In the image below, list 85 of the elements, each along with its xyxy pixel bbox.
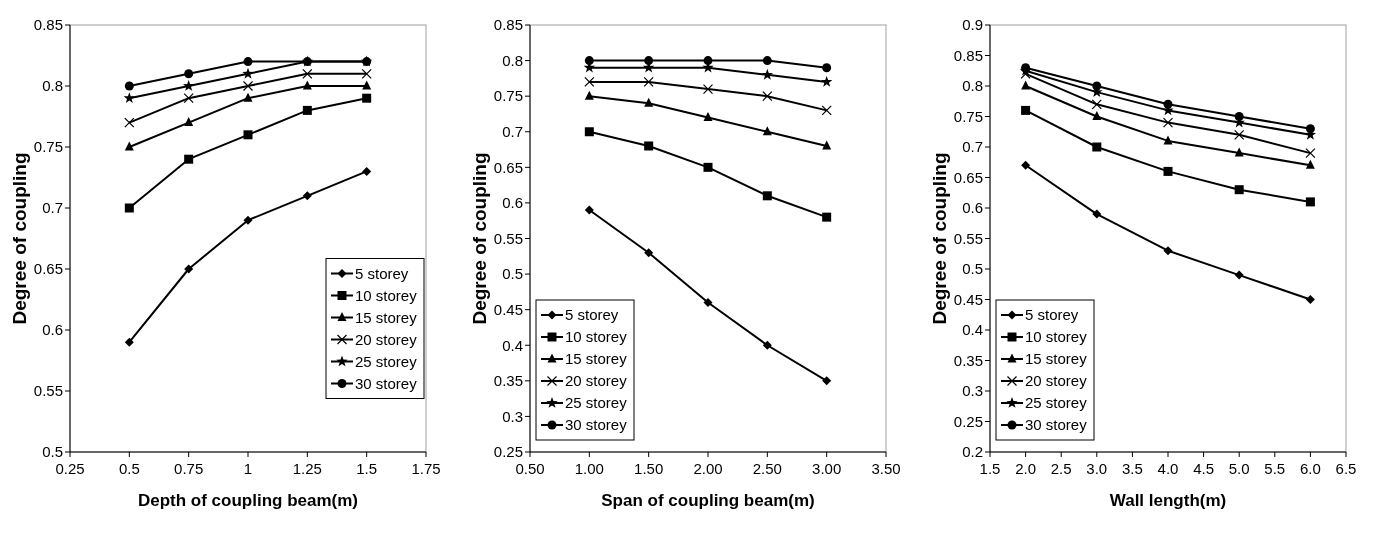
y-tick-label: 0.8 [962,77,983,95]
x-tick-label: 1 [243,460,253,477]
x-tick-label: 1.00 [574,460,604,477]
legend-label: 20 storey [1025,372,1088,390]
x-tick-label: 3.00 [812,460,842,477]
y-tick-label: 0.75 [953,107,983,125]
x-tick-label: 0.50 [515,460,545,477]
y-tick-label: 0.8 [502,51,523,69]
x-tick-label: 0.75 [174,460,204,477]
legend-label: 25 storey [565,394,628,412]
x-tick-label: 4.0 [1157,460,1179,477]
y-tick-label: 0.5 [42,443,63,461]
x-tick-label: 0.5 [118,460,140,477]
x-tick-label: 3.50 [871,460,901,477]
legend-label: 30 storey [1025,416,1088,434]
y-tick-label: 0.65 [33,260,63,278]
y-tick-label: 0.6 [962,199,983,217]
y-tick-label: 0.8 [42,77,63,95]
legend-label: 15 storey [1025,350,1088,368]
y-tick-label: 0.85 [493,16,523,34]
x-tick-label: 2.0 [1015,460,1037,477]
y-tick-label: 0.7 [962,138,983,156]
x-tick-label: 1.25 [292,460,322,477]
x-tick-label: 6.0 [1299,460,1321,477]
y-tick-label: 0.45 [953,290,983,308]
y-tick-label: 0.55 [33,382,63,400]
y-tick-label: 0.45 [493,300,523,318]
y-tick-label: 0.35 [953,351,983,369]
x-tick-label: 5.5 [1264,460,1286,477]
y-tick-label: 0.65 [493,158,523,176]
y-tick-label: 0.3 [502,407,523,425]
x-tick-label: 1.5 [979,460,1001,477]
legend-label: 25 storey [1025,394,1088,412]
y-tick-label: 0.35 [493,372,523,390]
y-axis-title: Degree of coupling [9,152,30,325]
y-tick-label: 0.4 [502,336,523,354]
legend-label: 10 storey [1025,328,1088,346]
y-tick-label: 0.55 [953,229,983,247]
x-tick-label: 1.75 [411,460,441,477]
x-tick-label: 1.50 [634,460,664,477]
y-axis-title: Degree of coupling [929,152,950,325]
legend-label: 15 storey [355,308,418,326]
legend-label: 25 storey [355,352,418,370]
y-tick-label: 0.6 [502,194,523,212]
legend-label: 10 storey [565,328,628,346]
y-tick-label: 0.85 [33,16,63,34]
x-tick-label: 6.5 [1335,460,1357,477]
legend-label: 10 storey [355,286,418,304]
y-tick-label: 0.3 [962,382,983,400]
x-tick-label: 3.5 [1121,460,1143,477]
y-tick-label: 0.7 [42,199,63,217]
x-tick-label: 4.5 [1193,460,1215,477]
y-tick-label: 0.6 [42,321,63,339]
y-tick-label: 0.5 [962,260,983,278]
y-tick-label: 0.2 [962,443,983,461]
x-axis-title: Depth of coupling beam(m) [137,491,359,510]
y-tick-label: 0.25 [953,412,983,430]
legend-label: 5 storey [355,264,409,282]
x-tick-label: 0.25 [55,460,85,477]
x-axis-title: Span of coupling beam(m) [601,491,815,510]
y-tick-label: 0.75 [493,87,523,105]
y-tick-label: 0.9 [962,16,983,34]
y-tick-label: 0.55 [493,229,523,247]
x-axis-title: Wall length(m) [1109,491,1227,510]
y-tick-label: 0.75 [33,138,63,156]
legend-label: 30 storey [355,374,418,392]
y-tick-label: 0.65 [953,168,983,186]
x-tick-label: 2.00 [693,460,723,477]
legend-label: 20 storey [355,330,418,348]
legend-label: 30 storey [565,416,628,434]
y-tick-label: 0.4 [962,321,983,339]
x-tick-label: 3.0 [1086,460,1108,477]
y-tick-label: 0.5 [502,265,523,283]
x-tick-label: 2.5 [1050,460,1072,477]
legend-label: 5 storey [1025,306,1079,324]
y-tick-label: 0.25 [493,443,523,461]
legend-label: 20 storey [565,372,628,390]
x-tick-label: 1.5 [356,460,378,477]
x-tick-label: 2.50 [752,460,782,477]
y-tick-label: 0.7 [502,123,523,140]
y-axis-title: Degree of coupling [469,152,490,325]
x-tick-label: 5.0 [1228,460,1250,477]
y-tick-label: 0.85 [953,46,983,64]
legend-label: 15 storey [565,350,628,368]
legend-label: 5 storey [565,306,619,324]
